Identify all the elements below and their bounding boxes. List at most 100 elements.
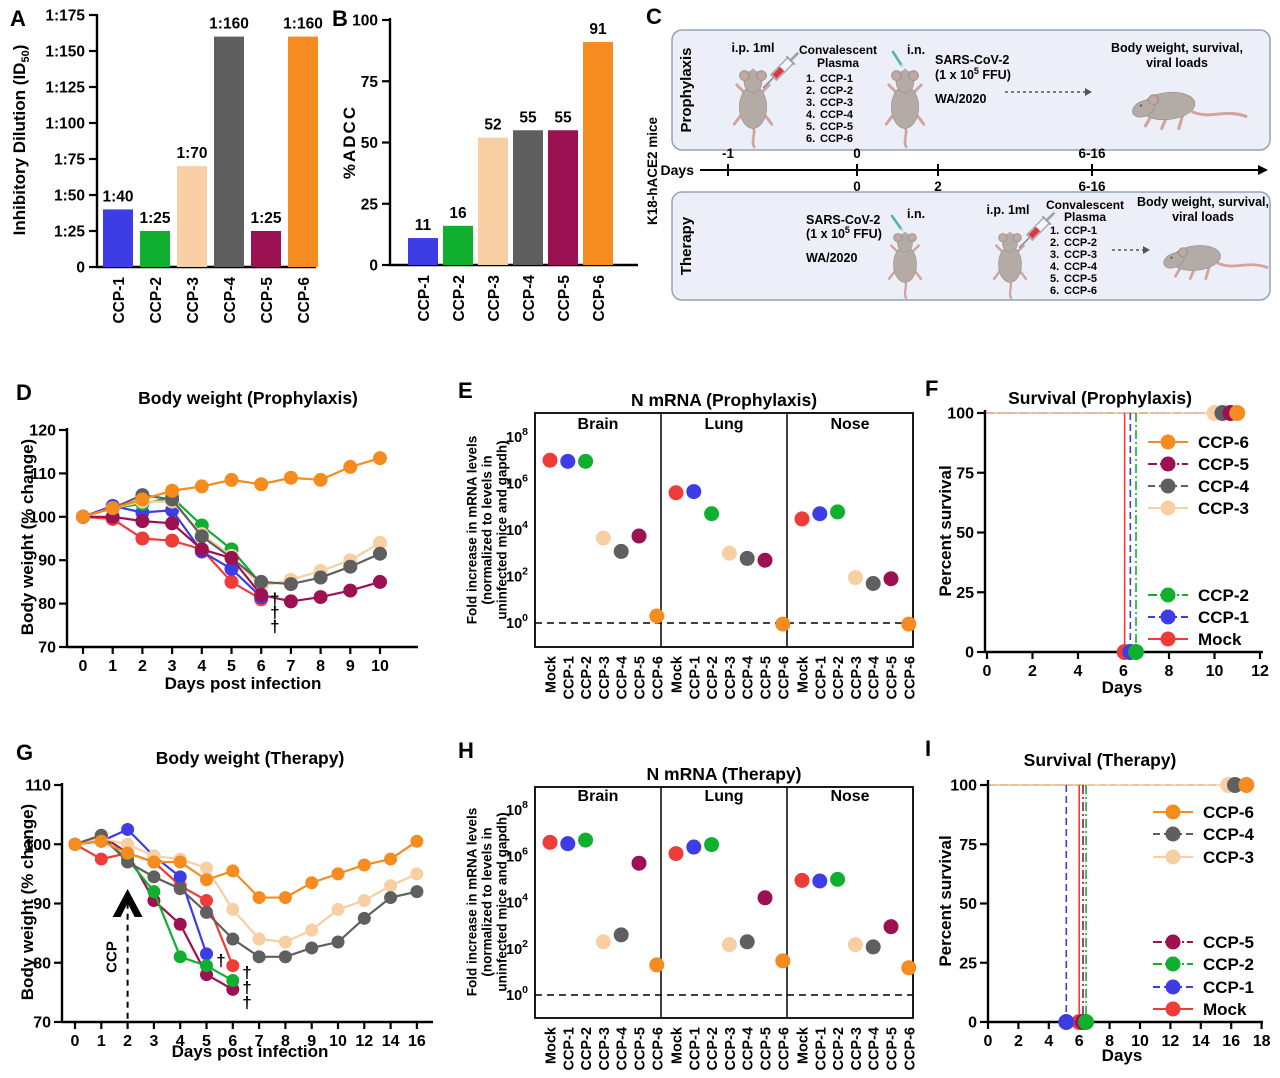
panel-a-chart: 0 1:25 1:50 1:75 1:100 1:125 1:150 1:175 1:40 CCP… — [45, 8, 322, 324]
panel-g-ylabel: Body weight (% change) — [18, 803, 37, 1001]
svg-text:1: 1 — [97, 1033, 106, 1050]
panel-b-chart: 0 25 50 75 100 11 CCP-1 16 CCP-2 52 CCP-3 55 CCP-4 55… — [352, 13, 638, 322]
dot-Lung-CCP-5 — [757, 552, 773, 568]
svg-text:3: 3 — [168, 658, 177, 675]
bar-CCP-4 — [513, 130, 543, 265]
panel-i-label: I — [925, 736, 932, 761]
svg-text:CCP-6: CCP-6 — [650, 656, 666, 700]
dot-Lung-CCP-2 — [704, 837, 720, 853]
panel-h-title: N mRNA (Therapy) — [646, 764, 802, 784]
svg-text:7: 7 — [255, 1033, 264, 1050]
svg-text:Nose: Nose — [830, 416, 869, 433]
svg-text:6: 6 — [1119, 663, 1128, 680]
svg-text:1:25: 1:25 — [139, 210, 170, 227]
dot-Nose-CCP-3 — [847, 570, 863, 586]
svg-text:6-16: 6-16 — [1078, 146, 1106, 161]
panel-g-xlabel: Days post infection — [171, 1042, 329, 1061]
svg-text:Mock: Mock — [670, 1026, 686, 1064]
svg-text:Mock: Mock — [544, 1026, 560, 1064]
dot-Nose-CCP-1 — [812, 506, 828, 522]
dot-Lung-CCP-2 — [704, 506, 720, 522]
plasma-item-CCP-3: CCP-3 — [820, 97, 853, 109]
dropper-icon — [891, 50, 904, 68]
svg-text:CCP-3: CCP-3 — [723, 656, 739, 700]
svg-text:1:125: 1:125 — [45, 80, 85, 97]
dot-Lung-Mock — [668, 846, 684, 862]
legend-CCP-2: CCP-2 — [1148, 586, 1249, 605]
svg-text:CCP-2: CCP-2 — [579, 1027, 595, 1071]
svg-text:2.: 2. — [1050, 237, 1059, 249]
dot-Lung-CCP-5 — [757, 890, 773, 906]
legend-CCP-4: CCP-4 — [1153, 825, 1255, 844]
svg-text:CCP-5: CCP-5 — [1203, 933, 1254, 952]
svg-text:CCP-5: CCP-5 — [759, 1027, 775, 1071]
panel-a-ylabel: Inhibitory Dilution (ID50) — [10, 44, 32, 236]
svg-text:CCP-4: CCP-4 — [741, 1027, 757, 1071]
svg-text:Brain: Brain — [578, 788, 619, 805]
dot-Lung-Mock — [668, 485, 684, 501]
prophylaxis-ip-label: i.p. 1ml — [731, 41, 774, 55]
legend-CCP-6: CCP-6 — [1148, 433, 1249, 452]
svg-text:9: 9 — [307, 1033, 316, 1050]
dot-Brain-CCP-4 — [613, 543, 629, 559]
svg-text:Body weight, survival,: Body weight, survival, — [1137, 195, 1269, 209]
dagger-mark: † — [270, 603, 279, 622]
svg-text:108: 108 — [506, 799, 528, 819]
syringe-icon — [762, 51, 800, 89]
svg-text:90: 90 — [38, 553, 56, 570]
svg-text:CCP-4: CCP-4 — [867, 656, 883, 700]
panel-h-label: H — [458, 738, 474, 763]
mouse-top-icon — [992, 231, 1028, 300]
svg-text:0: 0 — [79, 658, 88, 675]
mice-model-label: K18-hACE2 mice — [645, 116, 660, 225]
svg-text:1:160: 1:160 — [283, 16, 323, 33]
svg-text:CCP-1: CCP-1 — [813, 1027, 829, 1071]
dot-Lung-CCP-1 — [686, 484, 702, 500]
svg-text:4: 4 — [1044, 1033, 1053, 1050]
svg-text:5.: 5. — [1050, 273, 1059, 285]
syringe-icon — [1018, 211, 1056, 249]
svg-text:10: 10 — [1206, 663, 1224, 680]
svg-text:CCP-2: CCP-2 — [1203, 955, 1254, 974]
svg-text:1:25: 1:25 — [54, 224, 85, 241]
bar-CCP-2 — [443, 225, 473, 265]
svg-text:Mock: Mock — [1203, 1000, 1247, 1019]
svg-text:7: 7 — [286, 658, 295, 675]
dagger-mark: † — [216, 951, 225, 970]
svg-text:3.: 3. — [806, 97, 815, 109]
svg-text:4.: 4. — [1050, 261, 1059, 273]
svg-text:1:50: 1:50 — [54, 188, 85, 205]
svg-text:11: 11 — [415, 217, 432, 234]
svg-text:4.: 4. — [806, 109, 815, 121]
panel-f-title: Survival (Prophylaxis) — [1008, 388, 1192, 408]
svg-text:10: 10 — [1131, 1033, 1149, 1050]
svg-text:6: 6 — [228, 1033, 237, 1050]
plasma-item-CCP-2: CCP-2 — [820, 85, 853, 97]
svg-text:SARS-CoV-2: SARS-CoV-2 — [806, 213, 880, 227]
svg-text:SARS-CoV-2: SARS-CoV-2 — [935, 53, 1009, 67]
svg-text:16: 16 — [408, 1033, 426, 1050]
svg-text:80: 80 — [33, 955, 51, 972]
ccp-arrow-label: CCP — [104, 941, 121, 973]
bar-CCP-2 — [140, 231, 170, 267]
plasma-item-therapy-CCP-5: CCP-5 — [1064, 273, 1097, 285]
dot-Brain-CCP-3 — [595, 934, 611, 950]
dropper-icon — [890, 214, 904, 232]
mouse-side-icon — [1132, 91, 1248, 131]
bar-CCP-4 — [214, 36, 244, 267]
survival-CCP-6 — [1238, 777, 1255, 793]
svg-text:0: 0 — [71, 1033, 80, 1050]
svg-text:6: 6 — [257, 658, 266, 675]
survival-CCP-1 — [1058, 785, 1075, 1030]
mouse-side-icon — [1163, 245, 1269, 280]
svg-text:50: 50 — [361, 135, 378, 152]
svg-text:120: 120 — [29, 423, 56, 440]
dashed-arrow — [1112, 246, 1150, 254]
bar-CCP-3 — [177, 166, 207, 267]
plasma-item-CCP-6: CCP-6 — [820, 133, 853, 145]
svg-text:CCP-1: CCP-1 — [561, 656, 577, 700]
